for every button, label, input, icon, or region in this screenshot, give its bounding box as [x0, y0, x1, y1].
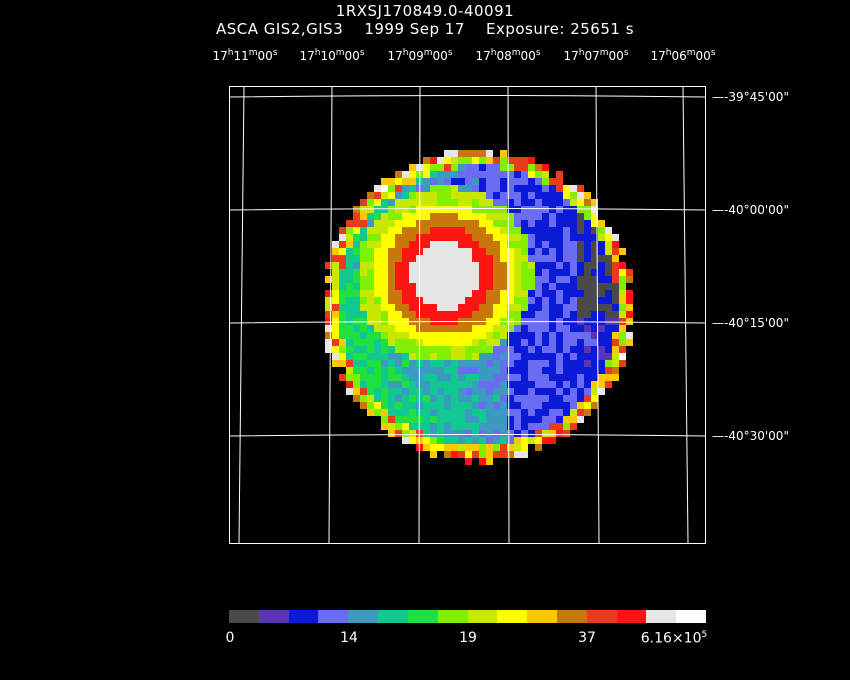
- observation-id: 1RXSJ170849.0-40091: [335, 2, 515, 20]
- dec-tick-label: —-40°15'00": [712, 316, 789, 330]
- grid-line: [228, 321, 707, 324]
- colorbar-swatch: [467, 610, 498, 623]
- ra-tick-label: 17h07m00s: [563, 48, 629, 63]
- colorbar-label-37: 37: [578, 630, 596, 646]
- grid-line: [595, 85, 600, 544]
- colorbar-swatch: [676, 610, 706, 623]
- image-pixels: [325, 150, 633, 465]
- colorbar-swatch: [556, 610, 587, 623]
- ra-tick-label: 17h06m00s: [650, 48, 716, 63]
- colorbar-swatch: [646, 610, 677, 623]
- grid-line: [507, 85, 510, 544]
- dec-tick-label: —-40°30'00": [712, 429, 789, 443]
- colorbar-swatch: [258, 610, 289, 623]
- colorbar-swatch: [616, 610, 647, 623]
- ra-tick-label: 17h09m00s: [387, 48, 453, 63]
- colorbar-swatch: [318, 610, 349, 623]
- ra-tick-label: 17h08m00s: [475, 48, 541, 63]
- grid-line: [418, 85, 421, 544]
- colorbar-swatch: [527, 610, 557, 623]
- colorbar-label-min: 0: [225, 630, 235, 646]
- ra-tick-label: 17h10m00s: [299, 48, 365, 63]
- colorbar-swatch: [497, 610, 528, 623]
- coordinate-grid: [228, 85, 707, 544]
- grid-line: [228, 208, 707, 211]
- colorbar-label-19: 19: [459, 630, 477, 646]
- image-frame: [229, 86, 706, 544]
- colorbar-swatch: [407, 610, 438, 623]
- dec-tick-label: —-40°00'00": [712, 203, 789, 217]
- colorbar-swatch: [229, 610, 259, 623]
- grid-line: [328, 85, 333, 544]
- colorbar: [229, 610, 706, 623]
- grid-line: [228, 434, 707, 437]
- colorbar-swatch: [348, 610, 379, 623]
- observation-info: ASCA GIS2,GIS3 1999 Sep 17 Exposure: 256…: [215, 20, 635, 38]
- grid-line: [228, 95, 707, 98]
- ra-tick-label: 17h11m00s: [212, 48, 278, 63]
- colorbar-swatch: [586, 610, 617, 623]
- colorbar-label-max: 6.16×105: [640, 630, 708, 647]
- grid-line: [238, 85, 245, 544]
- colorbar-swatch: [437, 610, 468, 623]
- grid-line: [682, 85, 689, 544]
- dec-tick-label: —-39°45'00": [712, 90, 789, 104]
- colorbar-swatch: [378, 610, 408, 623]
- colorbar-label-14: 14: [340, 630, 358, 646]
- colorbar-swatch: [288, 610, 319, 623]
